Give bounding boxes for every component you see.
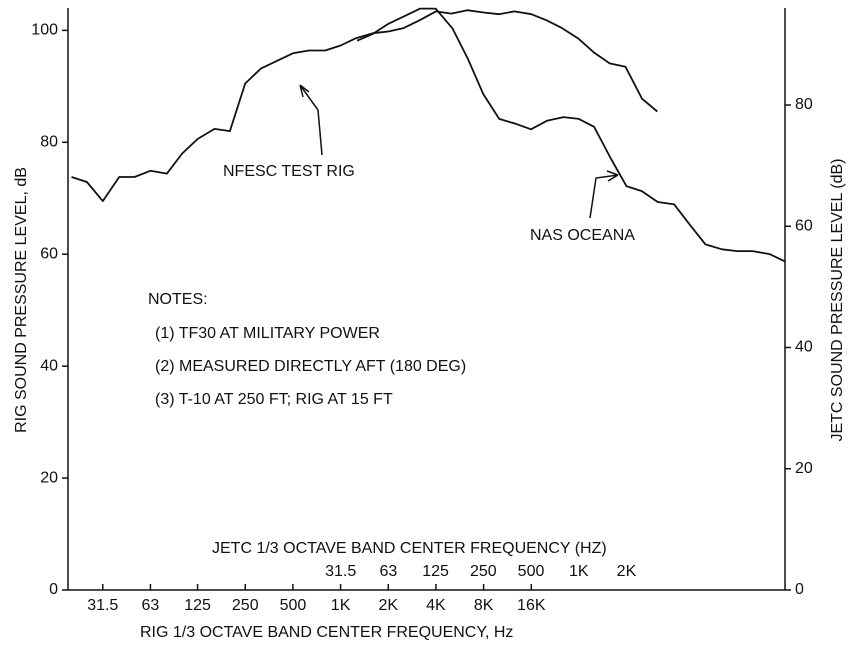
x-tick-label: 16K bbox=[517, 597, 546, 614]
annotation-arrow bbox=[589, 170, 619, 219]
x-tick-label: 4K bbox=[426, 597, 446, 614]
y-tick-label: 40 bbox=[40, 357, 58, 374]
x-tick-label: 125 bbox=[184, 597, 211, 614]
annotation-arrow bbox=[299, 84, 323, 156]
x-tick-label: 250 bbox=[232, 597, 259, 614]
notes-title: NOTES: bbox=[148, 291, 208, 308]
y2-tick-label: 0 bbox=[795, 581, 804, 598]
x-tick-label: 8K bbox=[474, 597, 494, 614]
x2-axis-title: JETC 1/3 OCTAVE BAND CENTER FREQUENCY (H… bbox=[212, 540, 607, 557]
note: (1) TF30 AT MILITARY POWER bbox=[155, 325, 380, 342]
x-tick-label: 500 bbox=[280, 597, 307, 614]
y-axis-title: RIG SOUND PRESSURE LEVEL, dB bbox=[13, 167, 30, 433]
series-annotation: NAS OCEANA bbox=[530, 227, 635, 244]
x2-tick-label: 31.5 bbox=[325, 563, 356, 580]
x-axis-title: RIG 1/3 OCTAVE BAND CENTER FREQUENCY, Hz bbox=[140, 624, 513, 641]
y2-tick-label: 40 bbox=[795, 339, 813, 356]
y-tick-label: 80 bbox=[40, 134, 58, 151]
series-line bbox=[71, 9, 658, 202]
x-tick-label: 2K bbox=[378, 597, 398, 614]
y2-axis-title: JETC SOUND PRESSURE LEVEL (dB) bbox=[829, 158, 846, 441]
y-tick-label: 0 bbox=[49, 581, 58, 598]
y-tick-label: 100 bbox=[31, 22, 58, 39]
y2-tick-label: 80 bbox=[795, 96, 813, 113]
x-tick-label: 31.5 bbox=[87, 597, 118, 614]
y2-tick-label: 60 bbox=[795, 217, 813, 234]
series-annotation: NFESC TEST RIG bbox=[223, 163, 355, 180]
x2-tick-label: 125 bbox=[422, 563, 449, 580]
x2-tick-label: 63 bbox=[380, 563, 398, 580]
series-line bbox=[356, 7, 786, 263]
y2-tick-label: 20 bbox=[795, 460, 813, 477]
y-tick-label: 60 bbox=[40, 245, 58, 262]
x-tick-label: 63 bbox=[142, 597, 160, 614]
y-tick-label: 20 bbox=[40, 469, 58, 486]
x2-tick-label: 2K bbox=[617, 563, 637, 580]
x2-tick-label: 1K bbox=[569, 563, 589, 580]
note: (3) T-10 AT 250 FT; RIG AT 15 FT bbox=[155, 391, 393, 408]
x2-tick-label: 250 bbox=[470, 563, 497, 580]
x-tick-label: 1K bbox=[331, 597, 351, 614]
x2-tick-label: 500 bbox=[518, 563, 545, 580]
note: (2) MEASURED DIRECTLY AFT (180 DEG) bbox=[155, 358, 466, 375]
